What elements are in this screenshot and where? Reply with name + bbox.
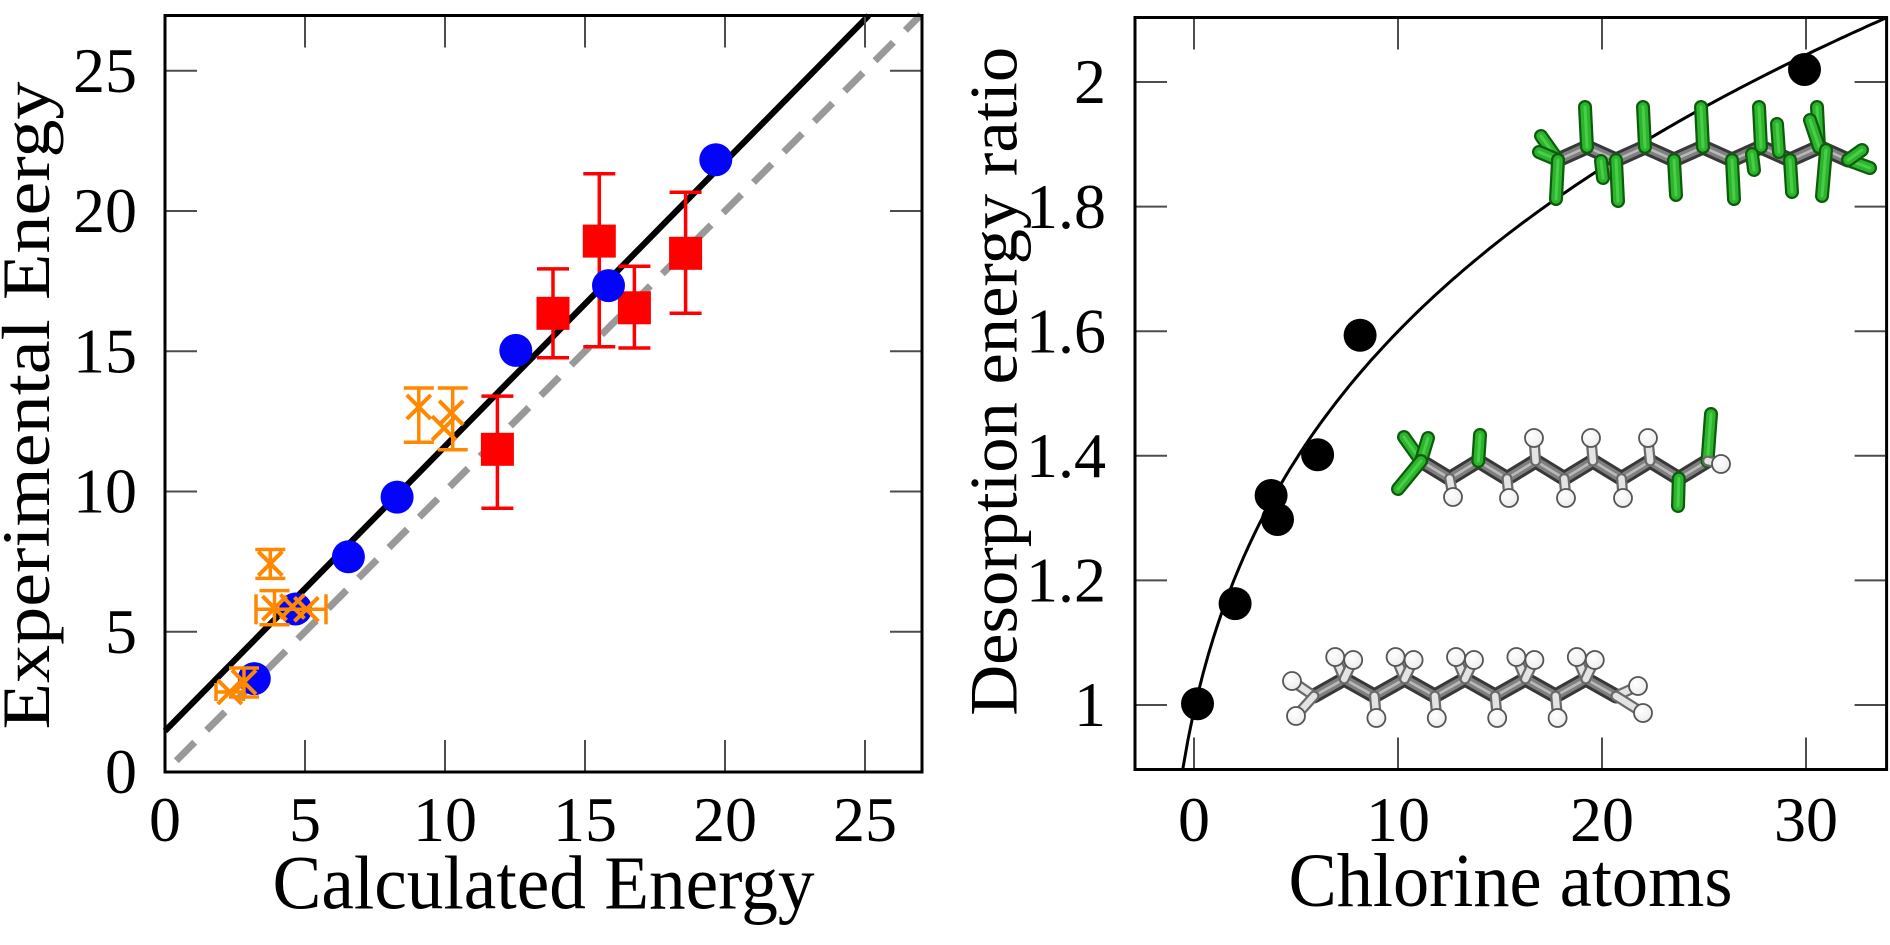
svg-text:Experimental Energy: Experimental Energy xyxy=(0,82,64,730)
svg-text:30: 30 xyxy=(1774,784,1838,855)
svg-text:25: 25 xyxy=(833,784,897,855)
svg-text:15: 15 xyxy=(553,784,617,855)
svg-text:1.6: 1.6 xyxy=(1026,295,1106,366)
svg-text:1.2: 1.2 xyxy=(1026,545,1106,616)
svg-text:1: 1 xyxy=(1074,669,1106,740)
svg-text:25: 25 xyxy=(73,35,137,106)
svg-text:1.4: 1.4 xyxy=(1026,420,1106,491)
svg-text:5: 5 xyxy=(105,596,137,667)
svg-text:20: 20 xyxy=(1570,784,1634,855)
svg-text:0: 0 xyxy=(149,784,181,855)
svg-text:2: 2 xyxy=(1074,46,1106,117)
svg-text:0: 0 xyxy=(1178,784,1210,855)
svg-text:15: 15 xyxy=(73,315,137,386)
svg-text:Chlorine atoms: Chlorine atoms xyxy=(1289,839,1733,923)
svg-text:10: 10 xyxy=(1366,784,1430,855)
svg-text:20: 20 xyxy=(693,784,757,855)
svg-text:0: 0 xyxy=(105,736,137,807)
svg-text:1.8: 1.8 xyxy=(1026,171,1106,242)
svg-text:5: 5 xyxy=(289,784,321,855)
svg-text:20: 20 xyxy=(73,175,137,246)
svg-text:Calculated Energy: Calculated Energy xyxy=(273,842,815,926)
svg-text:10: 10 xyxy=(73,456,137,527)
svg-text:10: 10 xyxy=(413,784,477,855)
svg-text:Desorption energy ratio: Desorption energy ratio xyxy=(956,47,1032,716)
